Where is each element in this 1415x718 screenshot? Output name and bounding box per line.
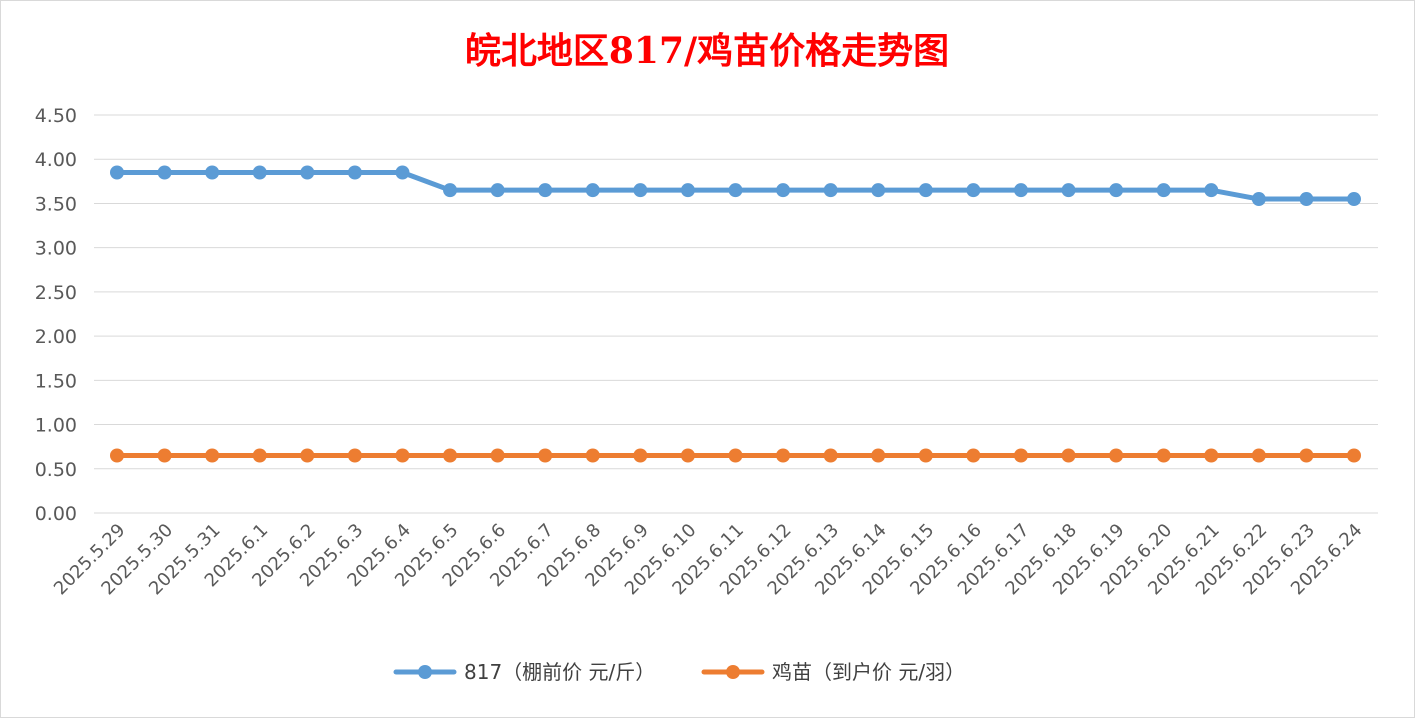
- data-point: [157, 165, 172, 180]
- y-tick-label: 3.50: [35, 193, 77, 215]
- data-point: [1204, 183, 1219, 198]
- legend-item: 817（棚前价 元/斤）: [393, 660, 655, 684]
- series-1: [110, 165, 1361, 207]
- data-point: [680, 183, 695, 198]
- data-point: [538, 448, 553, 463]
- data-point: [633, 448, 648, 463]
- chart-title: 皖北地区817/鸡苗价格走势图: [465, 30, 949, 72]
- data-point: [776, 183, 791, 198]
- data-point: [1109, 448, 1124, 463]
- data-point: [823, 448, 838, 463]
- data-point: [871, 448, 886, 463]
- data-point: [538, 183, 553, 198]
- legend: 817（棚前价 元/斤） 鸡苗（到户价 元/羽）: [393, 660, 965, 684]
- data-point: [966, 448, 981, 463]
- data-point: [252, 448, 267, 463]
- data-point: [585, 448, 600, 463]
- gridlines: [94, 114, 1378, 514]
- y-tick-label: 2.50: [35, 282, 77, 304]
- y-tick-label: 1.00: [35, 415, 77, 437]
- data-point: [871, 183, 886, 198]
- legend-marker: [418, 665, 432, 679]
- data-point: [1251, 192, 1266, 207]
- data-point: [585, 183, 600, 198]
- data-point: [443, 183, 458, 198]
- y-tick-label: 3.00: [35, 238, 77, 260]
- data-point: [300, 448, 315, 463]
- data-point: [680, 448, 695, 463]
- data-point: [395, 165, 410, 180]
- data-point: [966, 183, 981, 198]
- data-point: [300, 165, 315, 180]
- y-tick-label: 4.50: [35, 105, 77, 127]
- data-point: [1251, 448, 1266, 463]
- data-point: [1204, 448, 1219, 463]
- data-point: [1061, 448, 1076, 463]
- legend-marker: [726, 665, 740, 679]
- data-point: [110, 448, 124, 463]
- y-tick-label: 2.00: [35, 326, 77, 348]
- data-point: [443, 448, 458, 463]
- y-tick-label: 0.50: [35, 459, 77, 481]
- y-tick-label: 1.50: [35, 370, 77, 392]
- y-tick-label: 4.00: [35, 149, 77, 171]
- data-point: [728, 183, 743, 198]
- y-tick-label: 0.00: [35, 503, 77, 525]
- series-layer: [110, 165, 1361, 463]
- data-point: [823, 183, 838, 198]
- legend-label: 鸡苗（到户价 元/羽）: [772, 660, 965, 684]
- data-point: [1013, 448, 1028, 463]
- x-axis-ticks: 2025.5.292025.5.302025.5.312025.6.12025.…: [50, 520, 1367, 600]
- data-point: [1299, 192, 1314, 207]
- data-point: [205, 165, 220, 180]
- data-point: [776, 448, 791, 463]
- data-point: [918, 448, 933, 463]
- data-point: [1156, 448, 1171, 463]
- data-point: [395, 448, 410, 463]
- data-point: [205, 448, 220, 463]
- data-point: [110, 165, 124, 180]
- data-point: [1347, 448, 1361, 463]
- legend-label: 817（棚前价 元/斤）: [464, 660, 655, 684]
- data-point: [1061, 183, 1076, 198]
- data-point: [1109, 183, 1124, 198]
- data-point: [1013, 183, 1028, 198]
- data-point: [1156, 183, 1171, 198]
- data-point: [252, 165, 267, 180]
- data-point: [490, 183, 505, 198]
- data-point: [490, 448, 505, 463]
- data-point: [1299, 448, 1314, 463]
- data-point: [728, 448, 743, 463]
- series-2: [110, 448, 1361, 463]
- data-point: [633, 183, 648, 198]
- data-point: [1347, 192, 1361, 207]
- data-point: [157, 448, 172, 463]
- y-axis-ticks: 0.00 0.50 1.00 1.50 2.00 2.50 3.00 3.50 4.00 4.50: [35, 105, 77, 525]
- data-point: [347, 165, 362, 180]
- data-point: [918, 183, 933, 198]
- legend-item: 鸡苗（到户价 元/羽）: [701, 660, 965, 684]
- data-point: [347, 448, 362, 463]
